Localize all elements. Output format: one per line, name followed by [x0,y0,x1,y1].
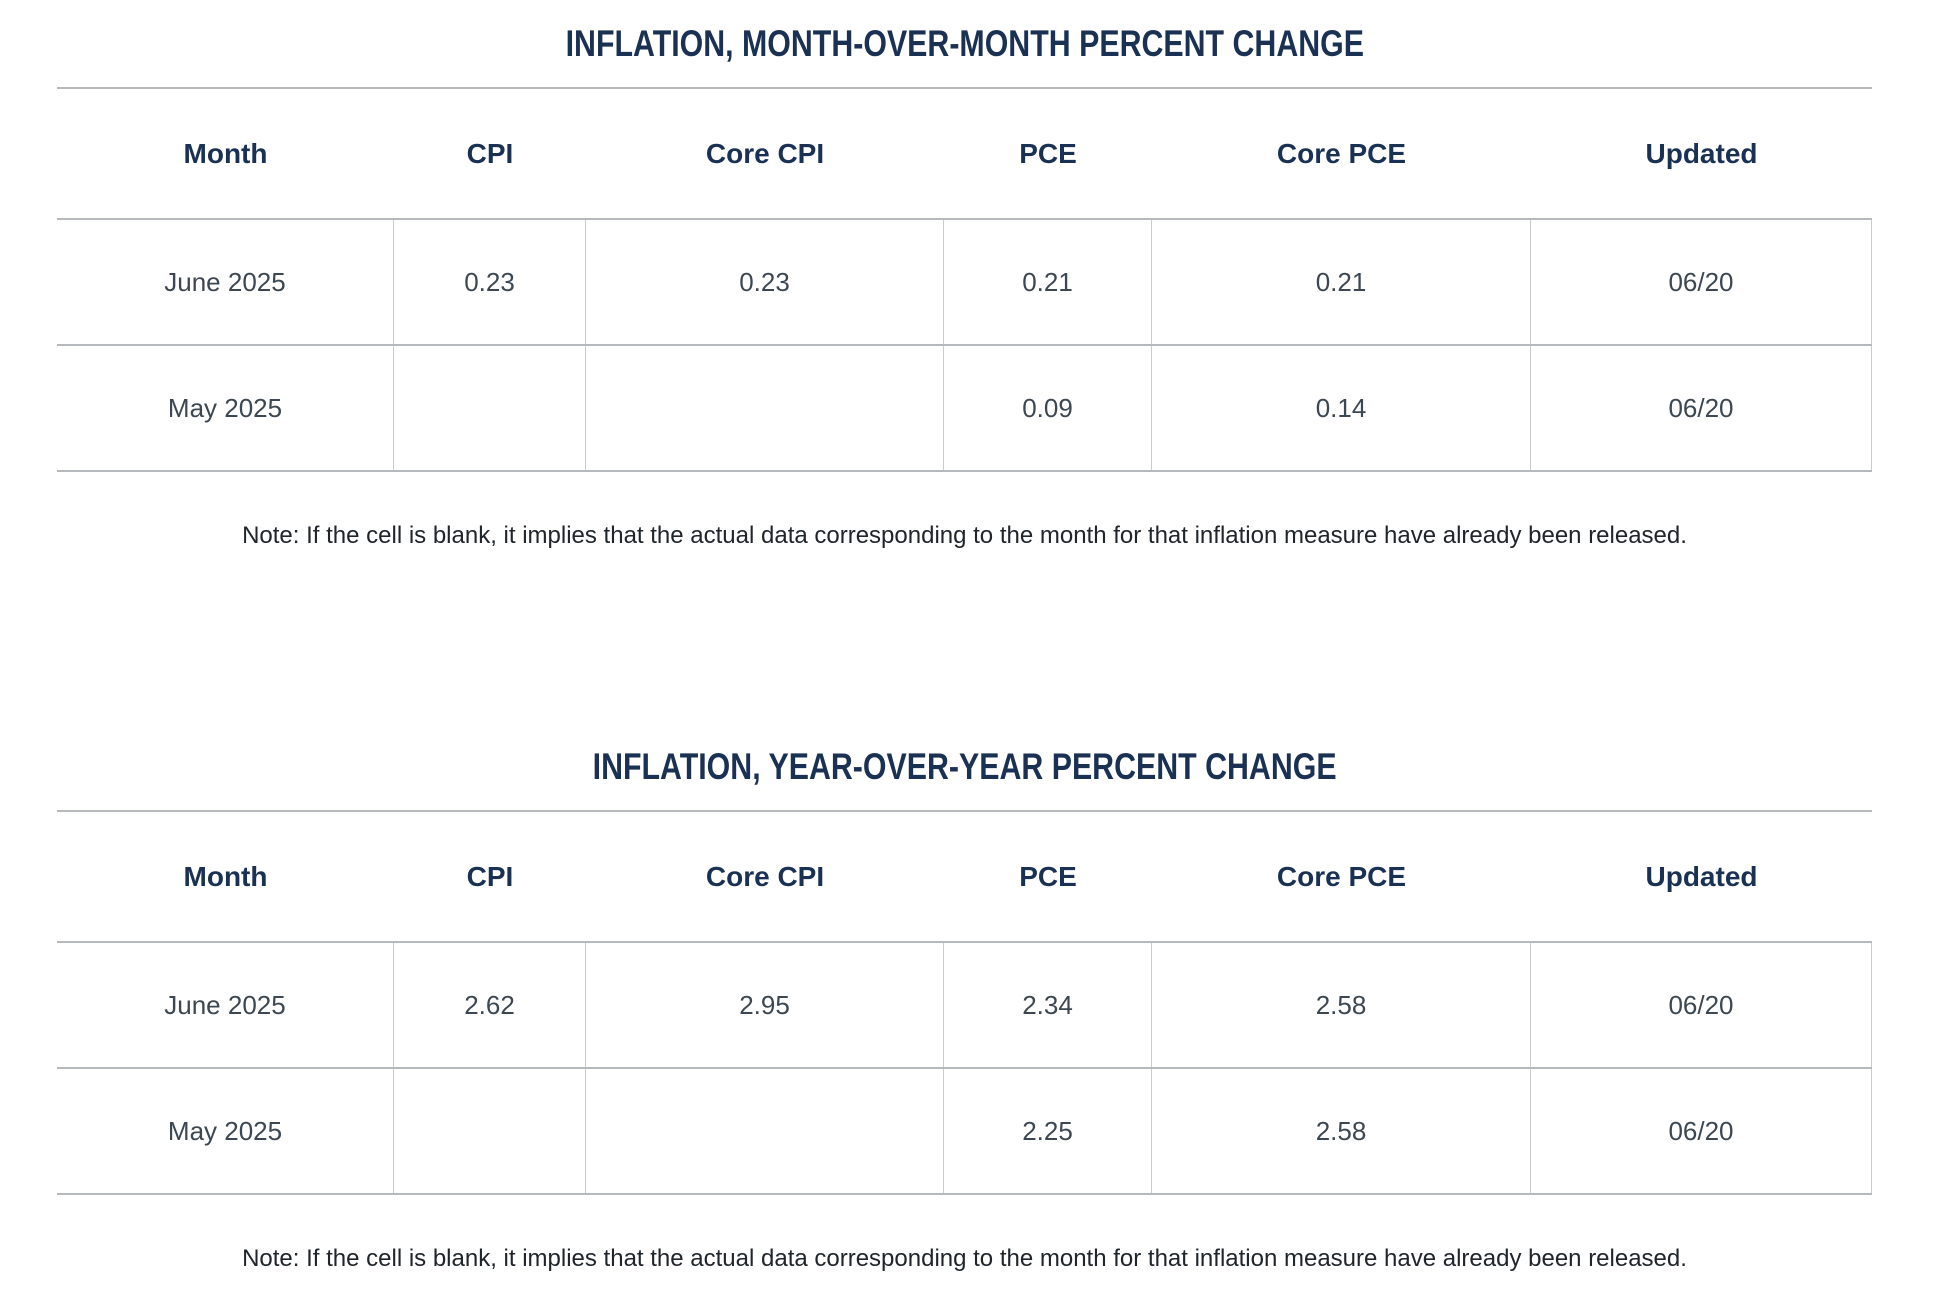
column-header-updated: Updated [1645,137,1758,169]
cell-updated: 06/20 [1531,1069,1872,1193]
column-header-core-cpi: Core CPI [705,137,825,169]
yoy-inflation-table-section: INFLATION, YEAR-OVER-YEAR PERCENT CHANGE… [57,723,1872,1273]
column-header-cpi: CPI [466,137,514,169]
cell-month: May 2025 [57,346,394,470]
mom-inflation-table-section: INFLATION, MONTH-OVER-MONTH PERCENT CHAN… [57,0,1872,550]
column-header-core-pce: Core PCE [1276,137,1407,169]
cell-month: June 2025 [57,220,394,344]
mom-table-title: INFLATION, MONTH-OVER-MONTH PERCENT CHAN… [57,0,1872,89]
column-header-cpi: CPI [466,860,514,892]
cell-updated: 06/20 [1531,346,1872,470]
cell-month: June 2025 [57,943,394,1067]
cell-cpi [394,1069,586,1193]
cell-core-pce: 0.14 [1152,346,1531,470]
cell-pce: 2.34 [944,943,1152,1067]
table-row-may-2025: May 2025 0.09 0.14 06/20 [57,346,1872,472]
cell-updated: 06/20 [1531,220,1872,344]
cell-core-cpi [586,346,944,470]
table-note: Note: If the cell is blank, it implies t… [242,522,1687,549]
cell-core-pce: 0.21 [1152,220,1531,344]
cell-month: May 2025 [57,1069,394,1193]
cell-cpi: 0.23 [394,220,586,344]
table-row-may-2025: May 2025 2.25 2.58 06/20 [57,1069,1872,1195]
cell-pce: 0.21 [944,220,1152,344]
cell-core-cpi [586,1069,944,1193]
column-header-updated: Updated [1645,860,1758,892]
table-row-june-2025: June 2025 0.23 0.23 0.21 0.21 06/20 [57,220,1872,346]
yoy-table-title-text: INFLATION, YEAR-OVER-YEAR PERCENT CHANGE [592,745,1337,787]
cell-core-pce: 2.58 [1152,1069,1531,1193]
column-header-month: Month [183,860,268,892]
column-header-pce: PCE [1019,860,1077,892]
yoy-header-row: Month CPI Core CPI PCE Core PCE Updated [57,812,1872,943]
column-header-core-cpi: Core CPI [705,860,825,892]
column-header-core-pce: Core PCE [1276,860,1407,892]
cell-cpi [394,346,586,470]
cell-core-pce: 2.58 [1152,943,1531,1067]
column-header-pce: PCE [1019,137,1077,169]
cell-core-cpi: 2.95 [586,943,944,1067]
yoy-table-title: INFLATION, YEAR-OVER-YEAR PERCENT CHANGE [57,723,1872,812]
table-note: Note: If the cell is blank, it implies t… [242,1245,1687,1272]
mom-header-row: Month CPI Core CPI PCE Core PCE Updated [57,89,1872,220]
cell-core-cpi: 0.23 [586,220,944,344]
cell-updated: 06/20 [1531,943,1872,1067]
cell-cpi: 2.62 [394,943,586,1067]
cell-pce: 0.09 [944,346,1152,470]
column-header-month: Month [183,137,268,169]
mom-table-title-text: INFLATION, MONTH-OVER-MONTH PERCENT CHAN… [565,22,1364,64]
table-row-june-2025: June 2025 2.62 2.95 2.34 2.58 06/20 [57,943,1872,1069]
cell-pce: 2.25 [944,1069,1152,1193]
